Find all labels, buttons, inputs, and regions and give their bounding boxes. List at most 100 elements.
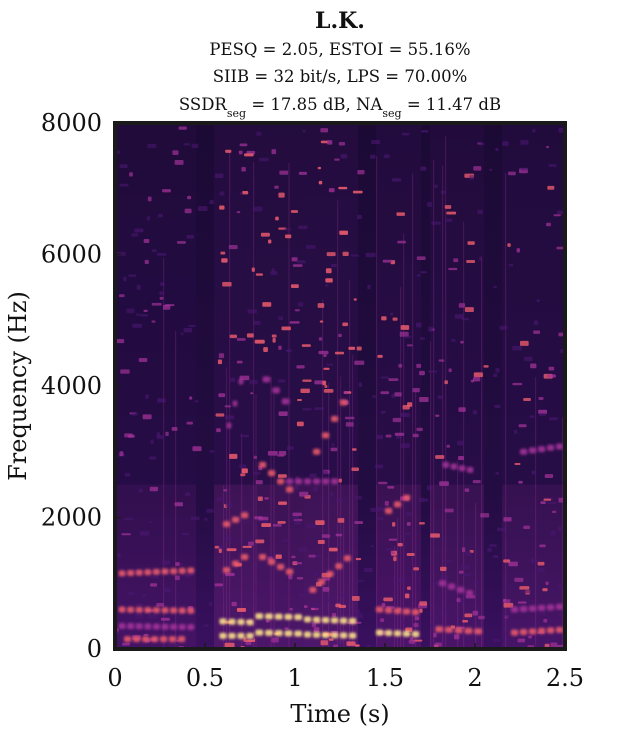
speckle bbox=[160, 617, 170, 621]
speckle bbox=[183, 143, 190, 146]
harmonic-band bbox=[246, 632, 254, 639]
speckle bbox=[448, 368, 452, 373]
speckle bbox=[518, 424, 527, 428]
harmonic-band bbox=[340, 399, 348, 406]
speckle bbox=[311, 622, 317, 628]
striation bbox=[226, 367, 228, 649]
harmonic-band bbox=[538, 446, 546, 453]
harmonic-band bbox=[376, 629, 384, 636]
speckle bbox=[428, 370, 438, 373]
speckle bbox=[324, 385, 328, 388]
speckle bbox=[225, 572, 235, 577]
speckle bbox=[278, 192, 285, 198]
harmonic-band bbox=[133, 636, 141, 643]
harmonic-band bbox=[232, 516, 240, 523]
speckle bbox=[296, 260, 306, 264]
harmonic-band bbox=[394, 607, 402, 614]
speckle bbox=[254, 339, 265, 344]
speckle bbox=[419, 396, 429, 402]
speckle bbox=[336, 552, 346, 556]
speckle bbox=[547, 501, 557, 505]
speckle bbox=[533, 330, 541, 334]
speckle bbox=[477, 615, 485, 620]
speckle bbox=[277, 474, 287, 478]
speckle bbox=[407, 586, 411, 590]
speckle bbox=[176, 241, 186, 244]
speckle bbox=[400, 443, 410, 449]
speckle bbox=[539, 413, 546, 417]
speckle bbox=[115, 553, 121, 558]
speckle bbox=[522, 590, 532, 594]
speckle bbox=[186, 235, 195, 239]
speckle bbox=[229, 334, 237, 339]
speckle bbox=[288, 574, 293, 580]
speckle bbox=[528, 635, 532, 639]
harmonic-band bbox=[403, 608, 411, 615]
speckle bbox=[545, 581, 549, 585]
speckle bbox=[271, 334, 277, 338]
speckle bbox=[461, 547, 466, 553]
speckle bbox=[314, 380, 323, 385]
speckle bbox=[388, 538, 398, 541]
speckle bbox=[430, 533, 440, 538]
harmonic-band bbox=[268, 470, 276, 477]
speckle bbox=[540, 611, 546, 616]
striation bbox=[442, 165, 444, 649]
harmonic-band bbox=[232, 560, 240, 567]
speckle bbox=[143, 309, 148, 312]
speckle bbox=[142, 414, 152, 420]
harmonic-band bbox=[228, 618, 236, 625]
speckle bbox=[531, 470, 536, 475]
harmonic-band bbox=[538, 627, 546, 634]
harmonic-band bbox=[448, 583, 456, 590]
speckle bbox=[512, 346, 522, 351]
speckle bbox=[448, 267, 458, 271]
speckle bbox=[157, 398, 166, 403]
speckle bbox=[548, 366, 555, 371]
speckle bbox=[438, 359, 445, 362]
speckle bbox=[185, 573, 194, 577]
speckle bbox=[550, 642, 558, 648]
speckle bbox=[529, 415, 535, 418]
speckle bbox=[314, 554, 322, 558]
speckle bbox=[149, 456, 157, 460]
speckle bbox=[278, 316, 284, 321]
speckle bbox=[458, 455, 465, 461]
harmonic-band bbox=[144, 623, 152, 630]
speckle bbox=[325, 598, 331, 603]
speckle bbox=[381, 602, 386, 608]
speckle bbox=[401, 133, 410, 136]
speckle bbox=[419, 608, 423, 613]
speckle bbox=[295, 640, 302, 643]
speckle bbox=[403, 335, 412, 339]
speckle bbox=[512, 382, 523, 386]
speckle bbox=[416, 363, 422, 368]
speckle bbox=[278, 345, 282, 350]
speckle bbox=[167, 642, 174, 647]
speckle bbox=[323, 388, 334, 393]
x-tick-label: 2.5 bbox=[546, 664, 584, 692]
harmonic-band bbox=[294, 630, 303, 637]
speckle bbox=[286, 349, 292, 353]
harmonic-band bbox=[178, 624, 186, 631]
speckle bbox=[516, 248, 520, 253]
x-tick-label: 2 bbox=[467, 664, 482, 692]
speckle bbox=[216, 428, 221, 433]
speckle bbox=[460, 564, 471, 570]
speckle bbox=[134, 228, 144, 233]
speckle bbox=[239, 143, 248, 147]
speckle bbox=[451, 339, 456, 342]
speckle bbox=[322, 470, 328, 475]
subtitle-part: seg bbox=[227, 107, 246, 120]
speckle bbox=[314, 407, 325, 411]
harmonic-band bbox=[127, 623, 135, 630]
speckle bbox=[263, 347, 268, 352]
harmonic-band bbox=[376, 606, 384, 613]
harmonic-band bbox=[394, 501, 402, 508]
harmonic-band bbox=[284, 613, 293, 620]
speckle bbox=[472, 479, 481, 484]
harmonic-band bbox=[331, 617, 339, 624]
speckle bbox=[272, 338, 276, 343]
speckle bbox=[537, 561, 545, 566]
speckle bbox=[308, 554, 316, 558]
